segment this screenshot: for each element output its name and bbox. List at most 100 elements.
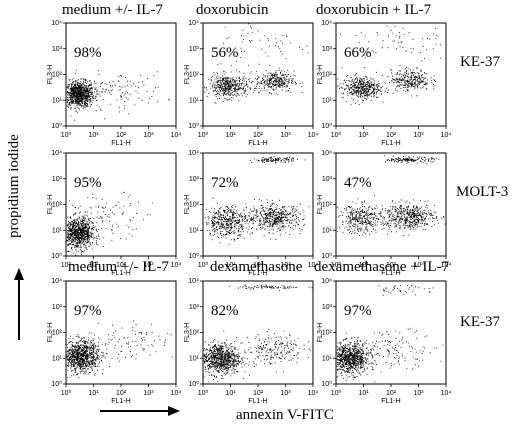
event-points <box>203 284 313 383</box>
y-tick-label: 10⁴ <box>188 20 199 27</box>
x-tick-label: 10¹ <box>88 132 99 139</box>
x-tick-label: 10⁴ <box>441 390 452 397</box>
panel-y-axis-label: FL3-H <box>47 323 54 342</box>
x-tick-label: 10¹ <box>358 262 369 269</box>
x-tick-label: 10⁴ <box>441 262 452 269</box>
y-tick-label: 10⁰ <box>321 252 332 260</box>
x-tick-label: 10⁰ <box>61 389 72 397</box>
panel-y-axis-label: FL3-H <box>317 323 324 342</box>
x-tick-label: 10³ <box>143 132 154 139</box>
x-tick-label: 10³ <box>143 262 154 269</box>
y-tick-label: 10¹ <box>189 227 200 234</box>
y-tick-label: 10³ <box>189 46 200 53</box>
percent-label: 66% <box>344 45 372 61</box>
y-tick-label: 10² <box>52 330 63 337</box>
y-tick-label: 10² <box>189 330 200 337</box>
y-tick-label: 10³ <box>189 304 200 311</box>
y-tick-label: 10⁰ <box>51 122 62 130</box>
percent-label: 56% <box>211 45 239 61</box>
y-tick-label: 10³ <box>52 176 63 183</box>
column-title-top-1: medium +/- IL-7 <box>62 2 163 18</box>
x-tick-label: 10³ <box>413 132 424 139</box>
x-tick-label: 10⁰ <box>331 131 342 139</box>
column-title-top-2: doxorubicin <box>196 2 269 18</box>
y-tick-label: 10⁰ <box>188 122 199 130</box>
x-tick-label: 10⁴ <box>171 262 182 269</box>
x-tick-label: 10⁰ <box>61 131 72 139</box>
x-tick-label: 10¹ <box>225 262 236 269</box>
x-tick-label: 10⁰ <box>331 261 342 269</box>
x-tick-label: 10⁴ <box>171 132 182 139</box>
y-tick-label: 10⁴ <box>51 20 62 27</box>
percent-label: 72% <box>211 175 239 191</box>
y-tick-label: 10² <box>189 202 200 209</box>
x-tick-label: 10¹ <box>88 390 99 397</box>
x-tick-label: 10² <box>116 262 127 269</box>
x-tick-label: 10³ <box>143 390 154 397</box>
panel-x-axis-label: FL1-H <box>248 140 267 147</box>
panel-x-axis-label: FL1-H <box>248 270 267 277</box>
y-tick-label: 10⁰ <box>51 252 62 260</box>
panel-frame <box>202 280 314 385</box>
panel-frame <box>335 152 447 257</box>
x-tick-label: 10⁰ <box>198 261 209 269</box>
panel-y-axis-label: FL3-H <box>184 323 191 342</box>
x-tick-label: 10⁰ <box>198 389 209 397</box>
y-tick-label: 10⁰ <box>188 380 199 388</box>
x-tick-label: 10³ <box>280 262 291 269</box>
column-title-bottom-1: medium +/- IL-7 <box>68 259 169 275</box>
x-tick-label: 10³ <box>413 390 424 397</box>
panel-frame <box>65 22 177 127</box>
y-axis-arrowhead <box>14 268 24 280</box>
x-tick-label: 10¹ <box>88 262 99 269</box>
x-tick-label: 10³ <box>413 262 424 269</box>
panel-y-axis-label: FL3-H <box>317 195 324 214</box>
column-title-top-3: doxorubicin + IL-7 <box>316 2 432 18</box>
x-tick-label: 10² <box>386 262 397 269</box>
y-tick-label: 10¹ <box>52 97 63 104</box>
x-tick-label: 10⁴ <box>308 262 319 269</box>
y-tick-label: 10² <box>322 202 333 209</box>
y-tick-label: 10⁴ <box>51 278 62 285</box>
x-tick-label: 10² <box>386 132 397 139</box>
y-tick-label: 10² <box>322 72 333 79</box>
percent-label: 95% <box>74 175 102 191</box>
panel-x-axis-label: FL1-H <box>111 398 130 405</box>
y-tick-label: 10⁴ <box>321 150 332 157</box>
y-tick-label: 10³ <box>189 176 200 183</box>
x-tick-label: 10⁴ <box>441 132 452 139</box>
x-tick-label: 10² <box>253 390 264 397</box>
panel-x-axis-label: FL1-H <box>248 398 267 405</box>
panel-x-axis-label: FL1-H <box>111 140 130 147</box>
event-points <box>336 285 444 383</box>
y-tick-label: 10⁰ <box>188 252 199 260</box>
percent-label: 97% <box>344 303 372 319</box>
panel-y-axis-label: FL3-H <box>47 195 54 214</box>
y-tick-label: 10² <box>52 202 63 209</box>
y-tick-label: 10³ <box>322 46 333 53</box>
x-tick-label: 10² <box>116 132 127 139</box>
y-tick-label: 10¹ <box>189 355 200 362</box>
x-tick-label: 10² <box>386 390 397 397</box>
x-tick-label: 10² <box>253 132 264 139</box>
y-tick-label: 10⁴ <box>51 150 62 157</box>
percent-label: 82% <box>211 303 239 319</box>
x-tick-label: 10⁴ <box>308 132 319 139</box>
y-tick-label: 10⁰ <box>51 380 62 388</box>
x-axis-arrowhead <box>168 406 180 416</box>
panel-frame <box>202 152 314 257</box>
x-tick-label: 10¹ <box>358 390 369 397</box>
row-label-3: KE-37 <box>460 314 500 330</box>
y-tick-label: 10⁴ <box>188 278 199 285</box>
x-tick-label: 10⁴ <box>308 390 319 397</box>
